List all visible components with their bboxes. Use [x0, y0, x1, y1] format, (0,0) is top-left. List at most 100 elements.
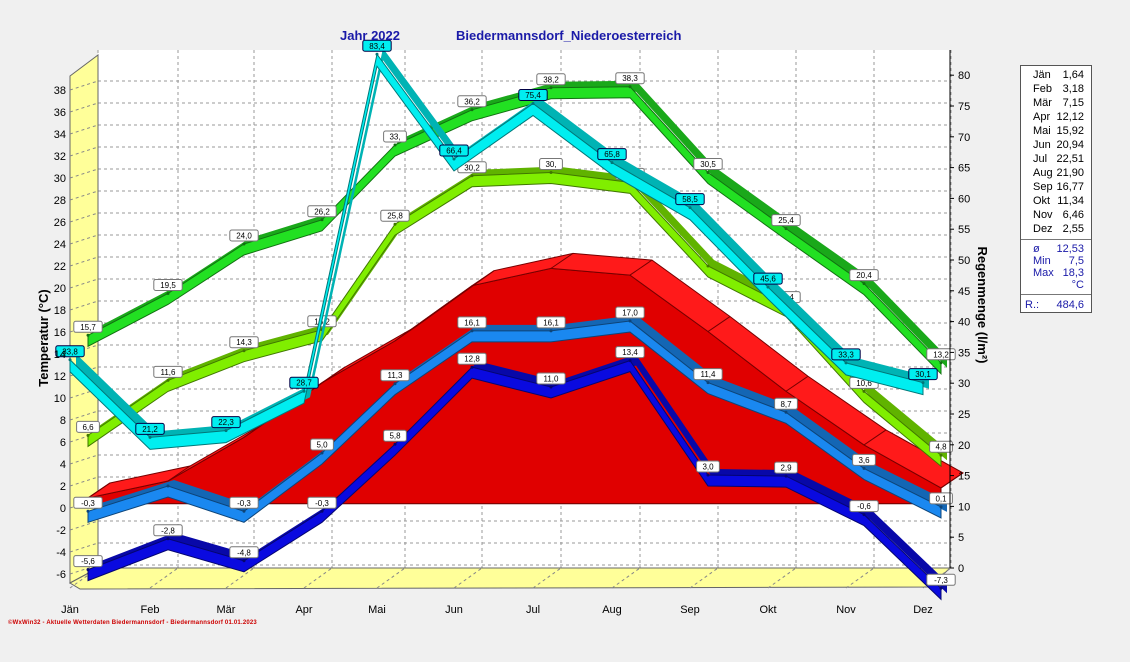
data-label: 33,8 [62, 347, 78, 356]
data-label: 3,0 [702, 463, 714, 472]
area-edge [863, 429, 887, 446]
data-label: 11,0 [544, 375, 560, 384]
legend-row: Nov 6,46 [1021, 209, 1091, 222]
y-tick-label: -4 [56, 547, 66, 559]
data-label: 21,2 [142, 425, 158, 434]
y-tick-label: 18 [54, 305, 66, 317]
y2-tick-label: 20 [958, 440, 970, 452]
data-point [470, 174, 474, 178]
legend-value: 12,12 [1056, 111, 1084, 123]
data-point [166, 292, 170, 295]
data-label: 2,9 [780, 464, 792, 473]
data-point [320, 451, 324, 455]
data-point [862, 282, 866, 286]
y-tick-label: 16 [54, 327, 66, 339]
data-label: 30, [545, 160, 556, 169]
data-label: 11,3 [388, 371, 404, 380]
legend-row: Sep 16,77 [1021, 181, 1091, 194]
y-tick-label: 6 [60, 437, 66, 449]
data-label-box [774, 461, 798, 474]
data-point [862, 513, 866, 517]
data-point [688, 206, 692, 210]
y2-tick-label: 60 [958, 193, 970, 205]
data-label: 6,6 [82, 423, 94, 432]
data-label-box [926, 573, 956, 586]
legend-month: Mär [1033, 97, 1052, 109]
data-point [549, 385, 553, 389]
data-label: 22,3 [218, 418, 234, 427]
data-label-box [753, 272, 783, 285]
x-tick-label: Feb [141, 604, 160, 616]
data-label-box [383, 429, 407, 442]
legend-value: 22,51 [1056, 153, 1084, 165]
data-label: 13,4 [622, 348, 638, 357]
data-point [610, 161, 614, 165]
data-point [549, 171, 553, 174]
y-tick-label: 22 [54, 261, 66, 273]
data-label-box [362, 39, 392, 52]
y-tick-label: -2 [56, 525, 66, 537]
legend-row: Aug 21,90 [1021, 167, 1091, 180]
data-point [470, 329, 474, 333]
wall-grid-line [69, 190, 99, 201]
wall-grid-line [69, 410, 99, 421]
area-edge [167, 465, 191, 482]
chart-year-title: Jahr 2022 [340, 28, 400, 43]
data-label: 13,2 [933, 350, 949, 359]
legend-month: Jul [1033, 153, 1048, 165]
data-label-box [229, 496, 259, 509]
data-point [470, 108, 474, 112]
data-point [242, 242, 246, 246]
data-point [302, 389, 306, 393]
y2-axis-title: Regenmenge (l/m²) [975, 246, 990, 363]
data-label: 30,5 [700, 160, 716, 169]
data-label-box [153, 279, 183, 291]
data-label-box [229, 336, 259, 349]
legend-row: Dez 2,55 [1021, 223, 1091, 236]
data-label-box [929, 492, 953, 505]
legend-separator [1021, 294, 1091, 295]
data-label-box [929, 440, 953, 453]
legend-stat-row: Min 7,5 [1021, 255, 1091, 268]
data-label-box [774, 397, 798, 410]
data-label: 17,0 [622, 309, 638, 318]
y2-tick-label: 15 [958, 471, 970, 483]
data-point [68, 358, 72, 362]
legend-month: Nov [1033, 209, 1053, 221]
data-label-box [383, 130, 407, 143]
y-tick-label: 20 [54, 283, 66, 295]
wall-grid-line [69, 124, 99, 135]
data-point [939, 361, 943, 365]
data-label-box [849, 500, 879, 513]
data-label: 30,2 [464, 163, 480, 172]
area-edge [785, 375, 809, 392]
data-label-box [380, 209, 410, 222]
data-point [531, 102, 535, 106]
y-tick-label: 2 [60, 481, 66, 493]
data-label-box [229, 546, 259, 559]
series-4: 15,7 19,5 24,0 26,2 33, 36,2 38,2 38,3 30,5 25,4 2… [73, 72, 956, 376]
data-label: 28,7 [296, 379, 312, 388]
y2-tick-label: 40 [958, 317, 970, 329]
wall-grid-line [69, 476, 99, 487]
data-label: 75,4 [525, 91, 541, 100]
data-label-box [73, 555, 103, 568]
area-edge [394, 325, 418, 342]
data-point [86, 433, 90, 437]
data-label: 25,8 [387, 212, 403, 221]
legend-value: 15,92 [1056, 125, 1084, 137]
legend-row: Mär 7,15 [1021, 97, 1091, 110]
y2-tick-label: 0 [958, 563, 964, 575]
footer-credit: ©WxWin32 - Aktuelle Wetterdaten Biederma… [8, 620, 257, 626]
y-tick-label: 14 [54, 349, 66, 361]
data-point [784, 410, 788, 414]
data-point [166, 378, 170, 382]
x-tick-label: Sep [680, 604, 700, 616]
data-label-box [457, 95, 487, 108]
wall-grid-line [69, 454, 99, 465]
data-label-box [693, 158, 723, 170]
chart-floor [68, 567, 952, 590]
data-label-box [76, 420, 100, 433]
data-label-box [675, 193, 705, 206]
area-edge [243, 421, 267, 438]
